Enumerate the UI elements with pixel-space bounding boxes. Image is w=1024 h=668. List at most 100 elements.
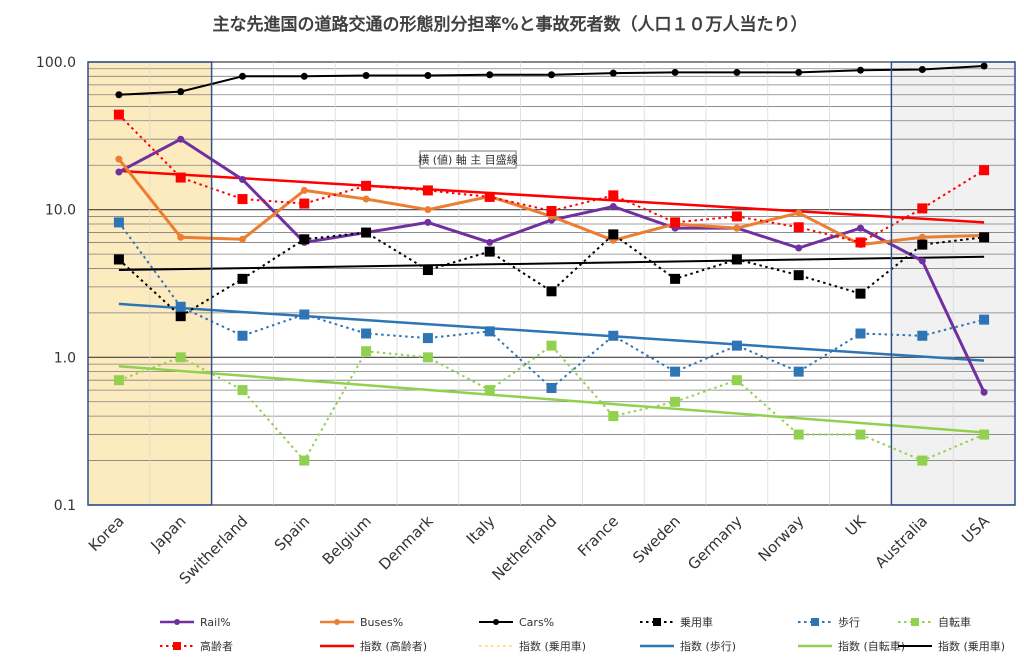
data-point bbox=[115, 91, 123, 99]
data-point bbox=[855, 328, 866, 339]
series-lines bbox=[113, 62, 990, 466]
data-point bbox=[608, 190, 619, 201]
data-point bbox=[300, 72, 308, 80]
data-point bbox=[917, 203, 928, 214]
data-point bbox=[918, 257, 926, 265]
data-point bbox=[857, 66, 864, 74]
trendlines bbox=[118, 169, 985, 434]
legend-label: Rail% bbox=[200, 616, 231, 629]
data-point bbox=[237, 385, 248, 396]
data-point bbox=[857, 224, 864, 232]
data-point bbox=[980, 388, 988, 396]
legend-item: 高齢者 bbox=[160, 639, 233, 653]
data-point bbox=[422, 265, 433, 276]
data-point bbox=[795, 209, 803, 217]
data-point bbox=[237, 273, 248, 284]
legend-item: 歩行 bbox=[798, 615, 860, 629]
data-point bbox=[177, 135, 185, 143]
legend-label: Cars% bbox=[519, 616, 554, 629]
data-point bbox=[670, 366, 681, 377]
band-border-asia bbox=[87, 61, 213, 506]
data-point bbox=[113, 254, 124, 265]
data-point bbox=[361, 328, 372, 339]
data-point bbox=[486, 238, 494, 246]
data-point bbox=[361, 227, 372, 238]
legend-label: 指数 (高齢者) bbox=[360, 639, 427, 653]
data-point bbox=[855, 429, 866, 440]
legend-swatch-marker bbox=[811, 618, 819, 626]
data-point bbox=[917, 239, 928, 250]
legend-swatch-marker bbox=[334, 619, 340, 625]
data-point bbox=[731, 254, 742, 265]
data-point bbox=[113, 217, 124, 228]
legend-item: 指数 (歩行) bbox=[640, 639, 736, 653]
legend-item: 指数 (高齢者) bbox=[320, 639, 427, 653]
legend-item: 乗用車 bbox=[640, 615, 713, 629]
data-point bbox=[239, 176, 246, 184]
data-point bbox=[918, 65, 926, 73]
data-point bbox=[175, 301, 186, 312]
y-tick-label: 0.1 bbox=[54, 498, 76, 514]
tooltip-box bbox=[419, 150, 517, 169]
data-point bbox=[422, 185, 433, 196]
data-point bbox=[115, 168, 123, 176]
data-point bbox=[608, 229, 619, 240]
data-point bbox=[484, 191, 495, 202]
trendline bbox=[118, 255, 985, 272]
data-point bbox=[177, 88, 185, 96]
data-point bbox=[484, 326, 495, 337]
data-point bbox=[608, 330, 619, 341]
data-point bbox=[237, 194, 248, 205]
data-point bbox=[546, 205, 557, 216]
data-point bbox=[424, 218, 432, 226]
data-point bbox=[795, 244, 803, 252]
legend-swatch-marker bbox=[493, 619, 499, 625]
legend-label: 高齢者 bbox=[200, 639, 233, 653]
y-tick-label: 10.0 bbox=[45, 203, 76, 219]
data-point bbox=[175, 352, 186, 363]
data-point bbox=[793, 222, 804, 233]
legend-item: 指数 (乗用車) bbox=[479, 639, 586, 653]
data-point bbox=[979, 165, 990, 176]
legend-label: 指数 (自転車) bbox=[838, 639, 905, 653]
data-point bbox=[731, 211, 742, 222]
data-point bbox=[795, 68, 803, 76]
axis-tooltip: 横 (値) 軸 主 目盛線 bbox=[418, 150, 518, 169]
data-point bbox=[731, 375, 742, 386]
data-point bbox=[546, 340, 557, 351]
data-point bbox=[362, 195, 370, 203]
data-point bbox=[793, 366, 804, 377]
data-point bbox=[979, 314, 990, 325]
trendline bbox=[118, 302, 985, 362]
legend-item: Buses% bbox=[320, 616, 403, 629]
legend-label: 乗用車 bbox=[680, 615, 713, 629]
data-point bbox=[484, 385, 495, 396]
data-point bbox=[239, 72, 246, 80]
data-point bbox=[484, 246, 495, 257]
legend-swatch-marker bbox=[173, 642, 181, 650]
legend-swatch-marker bbox=[911, 618, 919, 626]
data-point bbox=[299, 234, 310, 245]
data-point bbox=[671, 68, 679, 76]
legend-swatch-marker bbox=[174, 619, 180, 625]
data-point bbox=[546, 382, 557, 393]
data-point bbox=[424, 206, 432, 214]
data-point bbox=[422, 352, 433, 363]
y-tick-label: 100.0 bbox=[36, 55, 76, 71]
data-point bbox=[670, 217, 681, 228]
data-point bbox=[422, 333, 433, 344]
data-point bbox=[300, 186, 308, 194]
legend-label: 指数 (乗用車) bbox=[938, 639, 1005, 653]
y-tick-label: 1.0 bbox=[54, 350, 76, 366]
data-point bbox=[115, 155, 123, 163]
data-point bbox=[486, 71, 494, 79]
data-point bbox=[424, 72, 432, 80]
data-point bbox=[855, 288, 866, 299]
data-point bbox=[979, 232, 990, 243]
trendline bbox=[118, 169, 985, 224]
data-point bbox=[546, 286, 557, 297]
series-line bbox=[118, 113, 985, 244]
band-border-new-world bbox=[890, 61, 1016, 506]
data-point bbox=[793, 429, 804, 440]
